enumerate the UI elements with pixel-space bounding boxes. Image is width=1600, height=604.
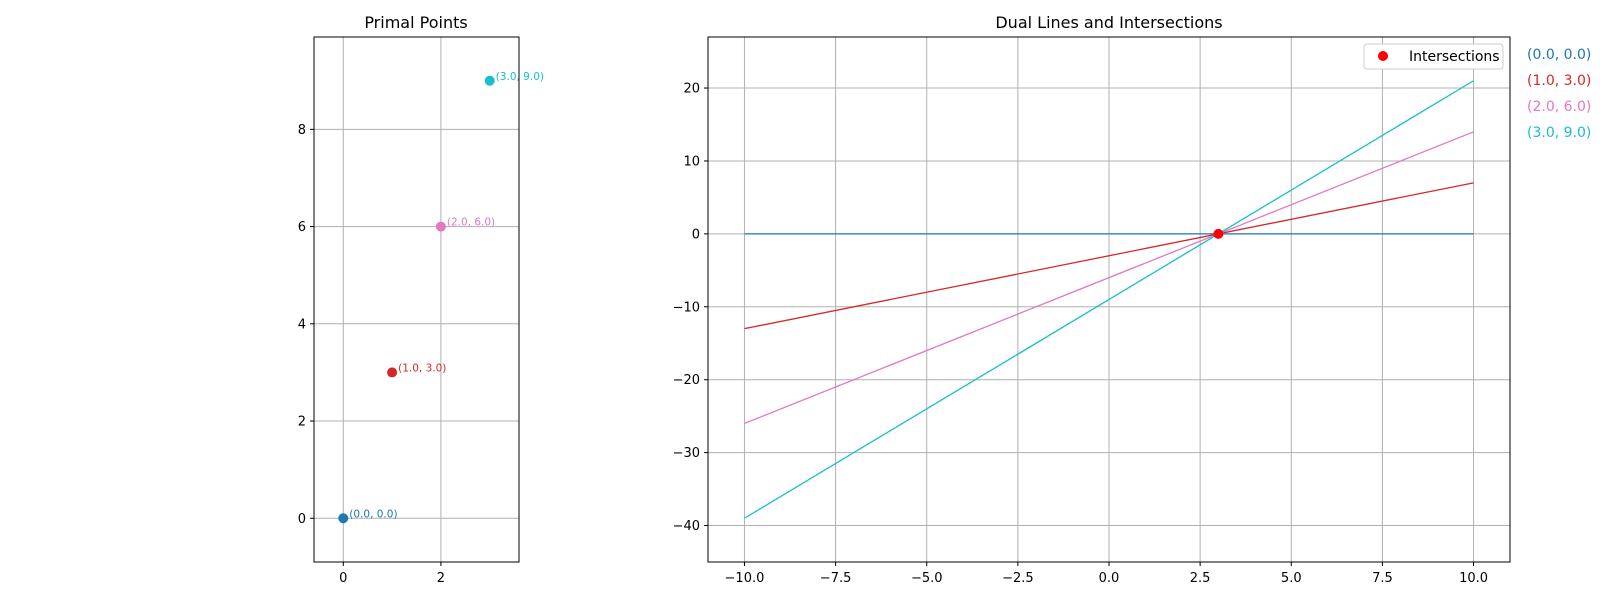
legend-label: Intersections (1409, 49, 1500, 65)
primal-marks: (0.0, 0.0) (1.0, 3.0) (2.0, 6.0) (3.0, 9.0) (338, 71, 544, 524)
dual-y-tick-label: −20 (673, 373, 700, 388)
primal-plot-background (314, 37, 519, 562)
dual-x-tick-label: −10.0 (725, 571, 765, 586)
dual-ticks: −10.0 −7.5 −5.0 −2.5 0.0 2.5 5.0 7.5 10.0 −40 −30 −… (673, 82, 1488, 586)
primal-y-tick-label: 6 (298, 220, 306, 235)
primal-y-tick-label: 8 (298, 123, 306, 138)
dual-line (744, 80, 1474, 519)
primal-plot-frame (313, 36, 520, 563)
primal-point-label: (1.0, 3.0) (398, 362, 446, 374)
legend-marker (1378, 51, 1388, 61)
legend-box (1363, 43, 1504, 70)
dual-x-tick-label: −2.5 (1002, 571, 1034, 586)
series-label: (3.0, 9.0) (1527, 125, 1591, 141)
dual-x-tick-label: 2.5 (1190, 571, 1211, 586)
dual-line (744, 131, 1474, 425)
primal-point (435, 221, 446, 232)
dual-chart-title: Dual Lines and Intersections (995, 13, 1222, 32)
dual-y-tick-label: 10 (683, 154, 700, 169)
dual-y-tick-label: 0 (692, 227, 700, 242)
dual-y-tick-label: −40 (673, 519, 700, 534)
dual-y-tick-label: −10 (673, 300, 700, 315)
intersection-point (1213, 228, 1224, 239)
primal-point (338, 513, 349, 524)
primal-chart-title: Primal Points (364, 13, 467, 32)
primal-x-tick-label: 2 (437, 571, 445, 586)
primal-point-label: (3.0, 9.0) (496, 71, 544, 83)
dual-marks (744, 80, 1474, 519)
dual-x-tick-label: 5.0 (1281, 571, 1302, 586)
primal-y-tick-label: 4 (298, 317, 306, 332)
dual-y-tick-label: −30 (673, 446, 700, 461)
series-labels: (0.0, 0.0) (1.0, 3.0) (2.0, 6.0) (3.0, 9.0) (1527, 47, 1591, 141)
primal-ticks: 0 2 0 2 4 6 8 (298, 123, 445, 586)
dual-x-tick-label: 10.0 (1459, 571, 1488, 586)
dual-line (744, 182, 1474, 330)
primal-point (387, 367, 398, 378)
dual-lines-chart: −10.0 −7.5 −5.0 −2.5 0.0 2.5 5.0 7.5 10.0 −40 −30 −… (673, 13, 1592, 586)
series-label: (0.0, 0.0) (1527, 47, 1591, 63)
primal-point-label: (0.0, 0.0) (349, 508, 397, 520)
dual-y-tick-label: 20 (683, 82, 700, 97)
dual-x-tick-label: −7.5 (820, 571, 852, 586)
series-label: (2.0, 6.0) (1527, 99, 1591, 115)
dual-x-tick-label: 0.0 (1099, 571, 1120, 586)
primal-point-label: (2.0, 6.0) (447, 217, 495, 229)
primal-point (484, 75, 495, 86)
legend: Intersections (1363, 43, 1504, 70)
primal-y-tick-label: 2 (298, 415, 306, 430)
primal-points-chart: (0.0, 0.0) (1.0, 3.0) (2.0, 6.0) (3.0, 9.0)… (298, 13, 544, 586)
primal-y-tick-label: 0 (298, 512, 306, 527)
dual-x-tick-label: 7.5 (1372, 571, 1393, 586)
primal-x-tick-label: 0 (339, 571, 347, 586)
dual-x-tick-label: −5.0 (911, 571, 943, 586)
series-label: (1.0, 3.0) (1527, 73, 1591, 89)
